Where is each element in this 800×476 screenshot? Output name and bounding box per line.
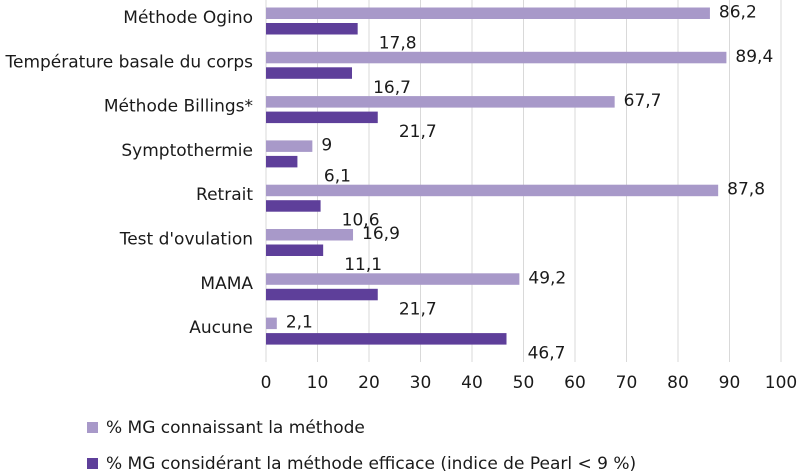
value-label-effective: 46,7 — [528, 344, 566, 364]
value-label-knowing: 86,2 — [719, 3, 757, 23]
category-label: MAMA — [200, 274, 253, 294]
bar-effective — [266, 288, 378, 301]
bar-effective — [266, 244, 324, 256]
value-label-knowing: 87,8 — [727, 180, 765, 200]
value-label-knowing: 9 — [321, 135, 332, 155]
category-label: Symptothermie — [121, 141, 253, 161]
bar-knowing — [266, 96, 615, 108]
bar-effective — [266, 23, 358, 35]
bar-knowing — [266, 51, 727, 64]
value-label-effective: 21,7 — [399, 299, 437, 319]
legend-label: % MG connaissant la méthode — [106, 418, 365, 438]
value-label-effective: 16,7 — [373, 78, 411, 98]
category-label: Température basale du corps — [4, 52, 253, 72]
value-label-knowing: 89,4 — [735, 47, 773, 67]
category-label: Test d'ovulation — [119, 230, 253, 250]
bar-effective — [266, 111, 378, 124]
bar-knowing — [266, 7, 710, 19]
bar-knowing — [266, 184, 719, 197]
category-label: Méthode Ogino — [123, 8, 253, 28]
bar-knowing — [266, 317, 277, 330]
category-label: Aucune — [189, 318, 253, 338]
x-tick-label: 100 — [765, 373, 797, 393]
bar-knowing — [266, 229, 354, 241]
bar-effective — [266, 333, 507, 345]
value-label-effective: 11,1 — [344, 255, 382, 275]
value-label-effective: 17,8 — [379, 34, 417, 54]
x-tick-label: 30 — [410, 373, 432, 393]
legend-swatch — [87, 458, 98, 469]
bar-effective — [266, 155, 298, 168]
x-tick-label: 50 — [513, 373, 535, 393]
x-tick-label: 80 — [667, 373, 689, 393]
category-label: Retrait — [196, 185, 253, 205]
legend-label: % MG considérant la méthode efficace (in… — [106, 454, 636, 474]
bar-knowing — [266, 273, 520, 285]
x-tick-label: 40 — [461, 373, 483, 393]
x-tick-label: 10 — [307, 373, 329, 393]
x-tick-label: 90 — [719, 373, 741, 393]
value-label-effective: 10,6 — [342, 211, 380, 231]
legend-swatch — [87, 422, 98, 433]
x-tick-label: 0 — [261, 373, 272, 393]
value-label-knowing: 67,7 — [624, 91, 662, 111]
value-label-knowing: 16,9 — [362, 224, 400, 244]
bar-effective — [266, 67, 353, 79]
value-label-knowing: 2,1 — [286, 313, 313, 333]
x-tick-label: 70 — [616, 373, 638, 393]
x-tick-label: 20 — [358, 373, 380, 393]
category-label: Méthode Billings* — [104, 97, 253, 117]
bar-knowing — [266, 140, 313, 152]
value-label-effective: 6,1 — [324, 166, 351, 186]
value-label-effective: 21,7 — [399, 122, 437, 142]
x-tick-label: 60 — [564, 373, 586, 393]
value-label-knowing: 49,2 — [528, 268, 566, 288]
bar-effective — [266, 200, 321, 212]
